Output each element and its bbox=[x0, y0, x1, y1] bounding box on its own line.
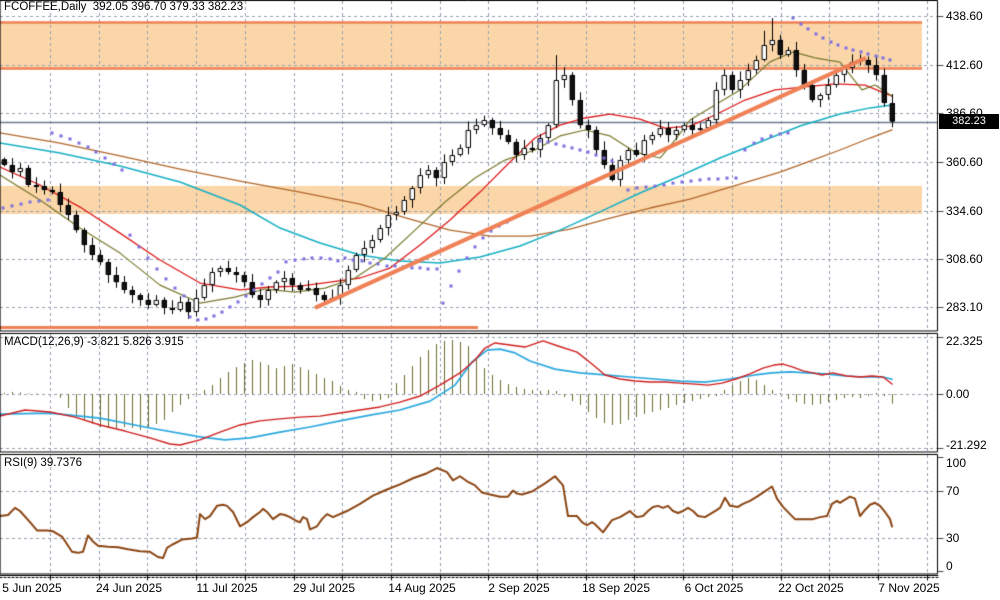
current-price-badge: 382.23 bbox=[939, 114, 999, 129]
date-axis-label: 24 Jun 2025 bbox=[95, 581, 163, 595]
price-axis-label: 283.10 bbox=[946, 300, 983, 314]
rsi-indicator-label: RSI(9) 39.7376 bbox=[4, 457, 82, 469]
price-axis-label: 360.60 bbox=[946, 155, 983, 169]
date-axis-label: 7 Nov 2025 bbox=[878, 581, 940, 595]
date-axis-label: 2 Sep 2025 bbox=[488, 581, 550, 595]
date-axis-label: 29 Jul 2025 bbox=[292, 581, 356, 595]
price-axis-label: 438.60 bbox=[946, 9, 983, 23]
macd-axis-label: -21.292 bbox=[946, 438, 987, 452]
date-axis-label: 14 Aug 2025 bbox=[388, 581, 456, 595]
date-axis-label: 6 Oct 2025 bbox=[684, 581, 744, 595]
price-axis-label: 308.60 bbox=[946, 252, 983, 266]
rsi-axis-label: 30 bbox=[946, 531, 960, 545]
macd-axis-label: 0.00 bbox=[946, 387, 970, 401]
date-axis-label: 18 Sep 2025 bbox=[581, 581, 651, 595]
macd-indicator-label: MACD(12,26,9) -3.821 5.826 3.915 bbox=[4, 336, 184, 348]
price-axis-label: 334.60 bbox=[946, 204, 983, 218]
date-axis-label: 5 Jun 2025 bbox=[2, 581, 62, 595]
date-axis-label: 22 Oct 2025 bbox=[778, 581, 844, 595]
rsi-axis-label: 0 bbox=[946, 559, 953, 573]
date-axis-label: 11 Jul 2025 bbox=[196, 581, 258, 595]
rsi-axis-label: 100 bbox=[946, 456, 967, 470]
rsi-axis-label: 70 bbox=[946, 484, 960, 498]
macd-axis-label: 22.325 bbox=[946, 334, 983, 348]
price-axis-label: 412.60 bbox=[946, 58, 983, 72]
symbol-quote-line: FCOFFEE,Daily 392.05 396.70 379.33 382.2… bbox=[4, 1, 244, 13]
